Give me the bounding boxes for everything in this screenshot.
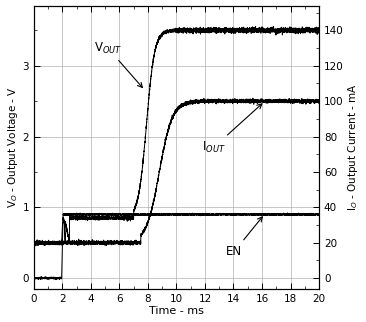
Text: EN: EN [226, 217, 262, 258]
X-axis label: Time - ms: Time - ms [149, 307, 204, 317]
Y-axis label: V$_O$ - Output Voltage - V: V$_O$ - Output Voltage - V [5, 86, 19, 208]
Y-axis label: I$_O$ - Output Current - mA: I$_O$ - Output Current - mA [347, 83, 361, 211]
Text: I$_{OUT}$: I$_{OUT}$ [202, 104, 262, 155]
Text: V$_{OUT}$: V$_{OUT}$ [94, 41, 142, 88]
